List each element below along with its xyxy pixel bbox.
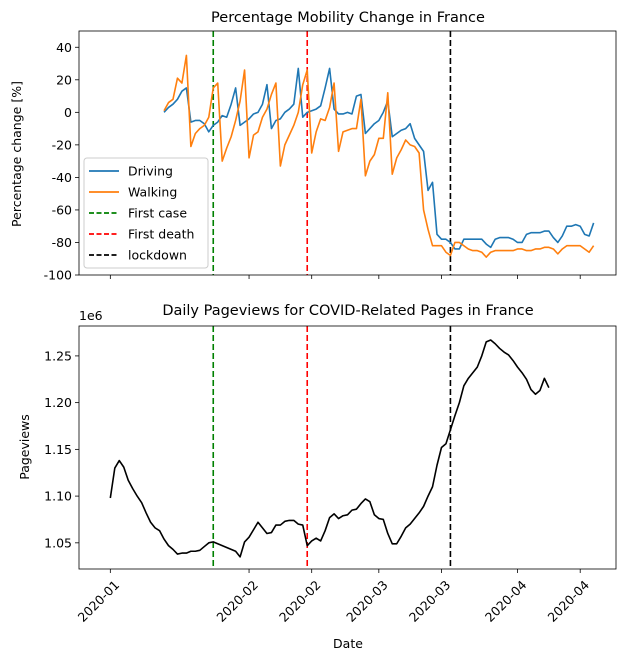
y-tick-label: 1.10 [44,489,72,504]
mobility-chart: Percentage Mobility Change in France Per… [9,10,617,283]
x-tick-label: 2020-04 [482,577,530,625]
mobility-legend: Driving Walking First case First death lockd… [83,157,209,269]
y-tick-label: 1.05 [44,535,72,550]
pageviews-chart-title: Daily Pageviews for COVID-Related Pages … [162,303,533,319]
series-line-walking [163,54,595,258]
mobility-series [163,54,595,258]
legend-label: lockdown [128,248,187,263]
y-tick-label: -100 [44,268,72,283]
x-tick-label: 2020-02 [213,577,261,625]
x-tick-label: 2020-03 [406,577,454,625]
pageviews-y-axis-label: Pageviews [17,414,32,480]
x-tick-label: 2020-03 [343,577,391,625]
pageviews-scale-label: 1e6 [79,308,103,323]
y-tick-label: -20 [52,137,72,152]
pageviews-chart: Daily Pageviews for COVID-Related Pages … [17,303,617,651]
y-tick-label: 1.20 [44,395,72,410]
mobility-x-ticks [109,275,581,279]
x-tick-label: 2020-04 [545,577,593,625]
legend-label: First death [128,227,194,242]
pageviews-x-axis-label: Date [333,636,363,651]
mobility-chart-title: Percentage Mobility Change in France [211,10,485,26]
mobility-plot-frame [78,30,617,276]
legend-box [83,157,209,269]
mobility-y-ticks: 40 20 0 -20 -40 -60 -80 -100 [44,40,79,283]
y-tick-label: 1.15 [44,442,72,457]
y-tick-label: -40 [52,170,72,185]
y-tick-label: 20 [56,72,72,87]
x-tick-label: 2020-01 [75,577,123,625]
legend-label: Walking [128,185,177,200]
pageviews-x-ticks: 2020-01 2020-02 2020-02 2020-03 2020-03 2020-… [75,569,592,625]
series-line-pageviews [109,339,550,558]
legend-label: Driving [128,164,173,179]
pageviews-plot-frame [78,325,617,570]
series-line-driving [163,67,595,250]
mobility-y-axis-label: Percentage change [%] [9,81,24,227]
pageviews-event-lines [212,326,452,569]
x-tick-label: 2020-02 [276,577,324,625]
pageviews-y-ticks: 1.25 1.20 1.15 1.10 1.05 [44,348,79,550]
pageviews-series [109,339,550,558]
y-tick-label: 0 [64,105,72,120]
y-tick-label: -60 [52,202,72,217]
y-tick-label: 40 [56,40,72,55]
y-tick-label: -80 [52,235,72,250]
y-tick-label: 1.25 [44,348,72,363]
legend-label: First case [128,206,187,221]
